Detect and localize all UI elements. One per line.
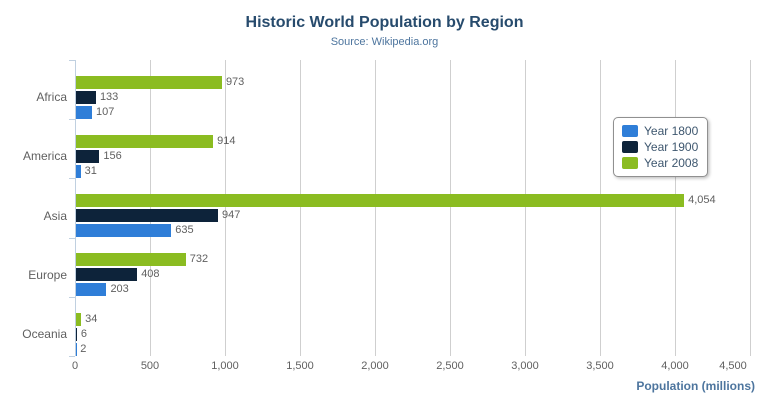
category-axis-tick <box>69 60 75 61</box>
bar-year-1800-america[interactable] <box>76 164 81 178</box>
category-label-africa: Africa <box>36 90 67 105</box>
gridline <box>375 60 376 356</box>
gridline <box>300 60 301 356</box>
category-axis-tick <box>69 178 75 180</box>
export-menu-button[interactable] <box>727 20 747 38</box>
x-tick-label-2-500: 2,500 <box>436 360 464 372</box>
value-label-year-1900-america: 156 <box>103 149 122 162</box>
bar-year-1900-america[interactable] <box>76 149 100 163</box>
bar-year-1900-africa[interactable] <box>76 90 96 104</box>
x-tick-label-0: 0 <box>71 360 79 372</box>
category-axis-tick <box>69 356 75 357</box>
bar-year-2008-america[interactable] <box>76 134 214 148</box>
legend-swatch-year-1900 <box>622 141 638 153</box>
legend-label-year-1800: Year 1800 <box>644 124 699 138</box>
bar-year-1800-africa[interactable] <box>76 105 93 119</box>
bar-year-2008-africa[interactable] <box>76 75 222 89</box>
chart-subtitle: Source: Wikipedia.org <box>330 36 439 48</box>
legend-item-year-2008[interactable]: Year 2008 <box>622 155 698 171</box>
category-axis-tick <box>69 119 75 121</box>
legend-label-year-2008: Year 2008 <box>644 156 699 170</box>
gridline <box>600 60 601 356</box>
category-label-oceania: Oceania <box>22 327 67 341</box>
x-tick-label-4-000: 4,000 <box>661 360 689 372</box>
x-tick-label-2-000: 2,000 <box>361 360 389 372</box>
chart-title: Historic World Population by Region <box>245 14 524 31</box>
bar-year-1800-asia[interactable] <box>76 224 172 238</box>
value-label-year-1800-europe: 203 <box>110 283 129 296</box>
gridline <box>150 60 151 356</box>
legend-label-year-1900: Year 1900 <box>644 140 699 154</box>
x-tick-label-3-000: 3,000 <box>511 360 539 372</box>
category-axis-tick <box>69 237 75 239</box>
value-label-year-1800-america: 31 <box>84 164 97 177</box>
x-tick-label-3-500: 3,500 <box>586 360 614 372</box>
value-label-year-1800-oceania: 2 <box>80 342 87 355</box>
bar-year-2008-asia[interactable] <box>76 194 685 208</box>
gridline <box>525 60 526 356</box>
gridline <box>675 60 676 356</box>
value-label-year-2008-america: 914 <box>217 134 236 147</box>
value-label-year-2008-oceania: 34 <box>85 312 98 325</box>
category-label-europe: Europe <box>28 267 67 282</box>
legend-swatch-year-1800 <box>622 125 638 137</box>
category-label-america: America <box>22 149 67 164</box>
bar-year-2008-oceania[interactable] <box>76 312 82 326</box>
gridline <box>450 60 451 356</box>
legend-swatch-year-2008 <box>622 157 638 169</box>
value-label-year-2008-africa: 973 <box>225 75 245 88</box>
category-label-asia: Asia <box>43 208 67 223</box>
bar-year-2008-europe[interactable] <box>76 253 186 267</box>
x-tick-label-1-500: 1,500 <box>286 360 314 372</box>
value-label-year-1900-africa: 133 <box>99 90 119 103</box>
legend-item-year-1900[interactable]: Year 1900 <box>622 139 698 155</box>
gridline <box>750 60 751 356</box>
x-axis-title: Population (millions) <box>636 379 755 393</box>
value-label-year-1900-asia: 947 <box>222 209 241 222</box>
x-tick-label-500: 500 <box>140 360 160 372</box>
bar-year-1900-europe[interactable] <box>76 268 138 282</box>
value-label-year-2008-europe: 732 <box>189 253 209 266</box>
x-tick-label-1-000: 1,000 <box>211 360 239 372</box>
legend-item-year-1800[interactable]: Year 1800 <box>622 123 698 139</box>
plot-area: 973 133 107 914 156 31 4,054 947 635 732 408 203 34 6… <box>75 60 751 356</box>
value-label-year-1800-africa: 107 <box>96 105 115 118</box>
value-label-year-1900-oceania: 6 <box>80 327 88 340</box>
bar-year-1800-europe[interactable] <box>76 283 107 297</box>
gridline <box>225 60 226 356</box>
category-axis-tick <box>69 296 75 298</box>
value-label-year-2008-asia: 4,054 <box>688 194 716 207</box>
bar-year-1900-asia[interactable] <box>76 209 219 223</box>
value-label-year-1900-europe: 408 <box>141 268 160 281</box>
value-label-year-1800-asia: 635 <box>175 224 194 237</box>
x-tick-label-4-500: 4,500 <box>719 360 747 372</box>
legend: Year 1800 Year 1900 Year 2008 <box>613 117 709 177</box>
bar-year-1900-oceania[interactable] <box>76 327 77 341</box>
